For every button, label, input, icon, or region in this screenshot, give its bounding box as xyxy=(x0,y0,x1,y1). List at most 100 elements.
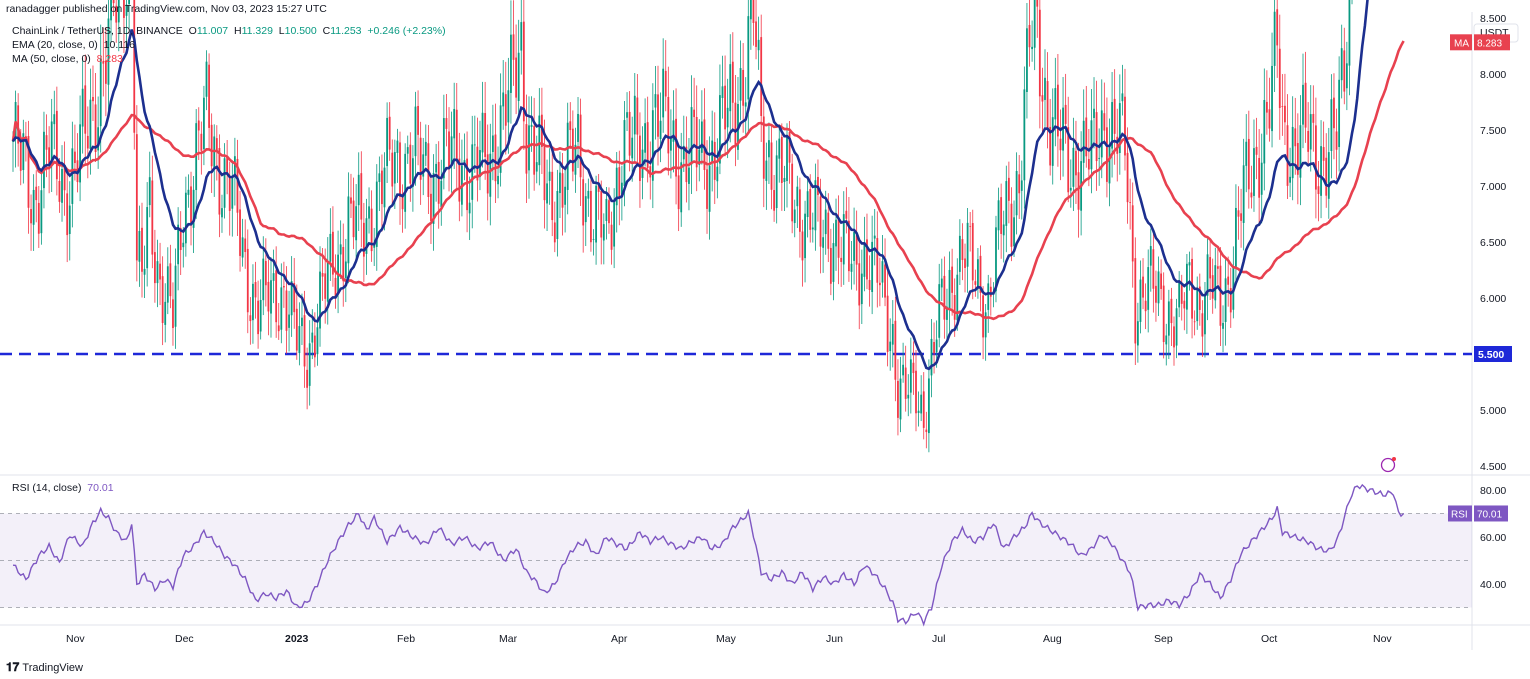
candle-body xyxy=(752,0,755,23)
candle-body xyxy=(1183,300,1186,309)
candle-body xyxy=(1054,88,1057,120)
candle-body xyxy=(453,108,456,139)
candle-body xyxy=(303,315,306,367)
candle-body xyxy=(401,193,404,210)
candle-body xyxy=(71,148,74,204)
candle-body xyxy=(92,96,94,102)
candle-body xyxy=(618,167,621,197)
ma-legend[interactable]: MA (50, close, 0) 8.283 xyxy=(12,53,123,65)
candle-body xyxy=(559,172,561,194)
candle-body xyxy=(285,290,288,331)
candle-body xyxy=(646,122,649,168)
candle-body xyxy=(195,123,198,191)
candle-body xyxy=(1160,273,1162,289)
candle-body xyxy=(117,0,120,23)
candle-body xyxy=(386,117,388,167)
candle-body xyxy=(587,190,590,199)
candle-body xyxy=(584,196,587,223)
candle-body xyxy=(819,196,822,247)
ma-tag-value-bg xyxy=(1474,34,1510,51)
time-tick-label: Mar xyxy=(499,633,518,645)
candle-body xyxy=(342,247,345,282)
candle-body xyxy=(873,235,876,239)
level-tag-bg xyxy=(1474,346,1512,362)
candle-body xyxy=(324,273,327,299)
candle-body xyxy=(693,109,696,118)
candle-body xyxy=(319,271,321,329)
candle-body xyxy=(1067,127,1070,193)
candle-body xyxy=(845,210,848,219)
candle-body xyxy=(770,142,773,190)
candle-body xyxy=(868,280,871,290)
rsi-legend-value: 70.01 xyxy=(87,482,114,494)
candle-body xyxy=(786,135,788,182)
candle-body xyxy=(566,122,569,190)
candle-body xyxy=(264,261,267,286)
candle-body xyxy=(414,106,417,157)
candle-body xyxy=(424,141,427,156)
candle-body xyxy=(623,120,626,187)
candle-body xyxy=(1315,125,1317,190)
candle-body xyxy=(933,341,935,354)
candle-body xyxy=(884,264,886,298)
alert-icon[interactable] xyxy=(1380,457,1396,473)
candle-body xyxy=(1087,158,1090,170)
candle-body xyxy=(917,410,920,413)
candle-body xyxy=(154,252,156,284)
candle-body xyxy=(716,166,719,182)
symbol-title[interactable]: ChainLink / TetherUS, 1D, BINANCE xyxy=(12,25,183,37)
candle-body xyxy=(494,134,497,182)
ema-legend-value: 10.116 xyxy=(103,39,135,51)
candle-body xyxy=(215,138,218,152)
candle-body xyxy=(463,160,466,165)
candle-body xyxy=(698,149,701,165)
candle-body xyxy=(138,230,141,262)
time-tick-label: Sep xyxy=(1154,633,1173,645)
candle-body xyxy=(491,135,494,153)
candle-body xyxy=(863,242,866,277)
candle-body xyxy=(391,152,394,187)
candle-body xyxy=(84,85,87,134)
candle-body xyxy=(850,263,853,272)
candle-body xyxy=(370,208,373,252)
candle-body xyxy=(855,235,858,265)
candle-body xyxy=(1307,130,1310,152)
candle-body xyxy=(928,378,930,434)
ema-legend[interactable]: EMA (20, close, 0) 10.116 xyxy=(12,39,135,51)
candle-body xyxy=(1289,176,1291,183)
candle-body xyxy=(662,68,665,118)
candle-body xyxy=(899,378,902,420)
candle-body xyxy=(1057,84,1059,137)
time-tick-label: Aug xyxy=(1043,633,1062,645)
open-value: 11.007 xyxy=(196,25,229,37)
price-tick-label: 6.000 xyxy=(1480,293,1506,305)
candle-body xyxy=(1343,50,1346,92)
candle-body xyxy=(321,273,324,277)
rsi-legend[interactable]: RSI (14, close) 70.01 xyxy=(12,482,114,494)
candle-body xyxy=(339,244,342,255)
candle-body xyxy=(375,181,378,247)
candle-body xyxy=(1224,278,1227,322)
candle-body xyxy=(1333,97,1335,129)
candle-body xyxy=(481,112,484,153)
ma-tag-value: 8.283 xyxy=(1477,38,1502,49)
candle-body xyxy=(1193,321,1196,323)
candle-body xyxy=(757,39,760,51)
candle-body xyxy=(99,58,102,127)
candle-body xyxy=(734,102,737,148)
candle-body xyxy=(177,224,180,265)
candle-body xyxy=(695,116,698,168)
candle-body xyxy=(881,261,884,283)
candle-body xyxy=(1206,254,1209,296)
candle-body xyxy=(886,295,889,352)
candle-body xyxy=(721,86,724,99)
candle-body xyxy=(977,259,979,287)
candle-body xyxy=(280,287,283,330)
candle-body xyxy=(620,182,623,195)
candle-body xyxy=(1082,120,1085,163)
candle-body xyxy=(502,92,505,107)
candle-body xyxy=(231,177,234,209)
tradingview-logo[interactable]: 𝟏𝟕 TradingView xyxy=(6,660,83,675)
candle-body xyxy=(1304,82,1307,128)
